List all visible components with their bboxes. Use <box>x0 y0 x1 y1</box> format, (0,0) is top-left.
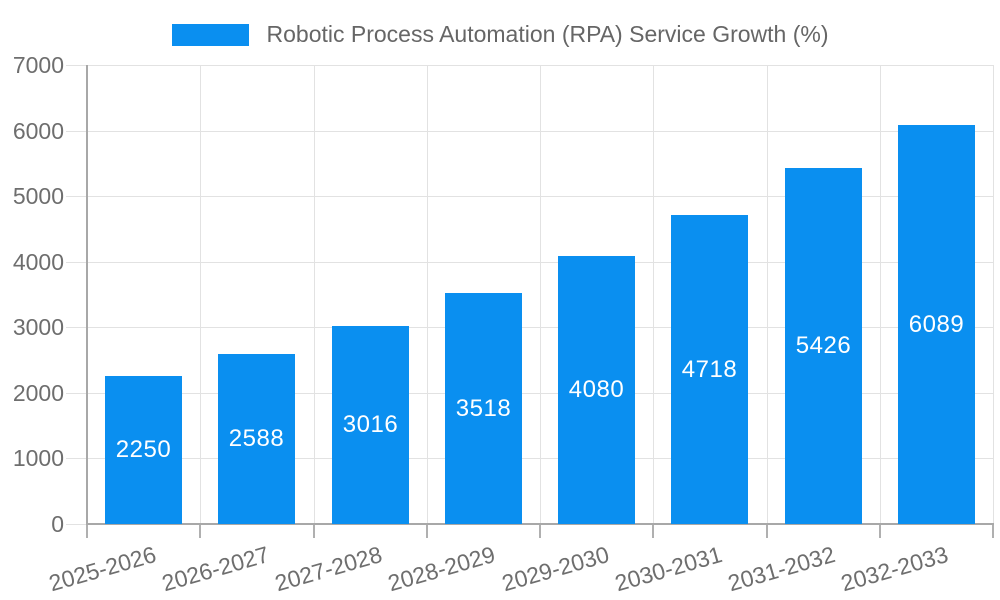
y-gridline <box>66 393 993 394</box>
bar-value-label: 6089 <box>908 310 965 338</box>
x-tick-mark <box>313 524 315 538</box>
legend-item[interactable]: Robotic Process Automation (RPA) Service… <box>171 21 829 48</box>
bar-value-label: 5426 <box>795 332 852 359</box>
bar[interactable]: 5426 <box>785 168 862 524</box>
x-gridline <box>653 65 654 524</box>
bar[interactable]: 3518 <box>445 293 522 524</box>
bar-value-label: 4080 <box>568 376 625 403</box>
y-tick-label: 3000 <box>12 314 64 340</box>
bar[interactable]: 2588 <box>218 354 295 524</box>
legend-swatch-icon <box>171 23 249 46</box>
x-tick-mark <box>199 524 201 538</box>
bar[interactable]: 3016 <box>332 326 409 524</box>
y-gridline <box>66 458 993 459</box>
x-tick-mark <box>426 524 428 538</box>
y-axis-line <box>86 65 88 524</box>
x-tick-mark <box>539 524 541 538</box>
x-tick-mark <box>766 524 768 538</box>
legend-label: Robotic Process Automation (RPA) Service… <box>266 21 829 47</box>
bar-value-label: 3016 <box>342 411 399 438</box>
y-tick-label: 7000 <box>12 52 64 78</box>
y-tick-label: 1000 <box>12 445 64 471</box>
y-gridline <box>66 196 993 197</box>
x-gridline <box>767 65 768 524</box>
x-tick-mark <box>86 524 88 538</box>
x-gridline <box>427 65 428 524</box>
x-gridline <box>880 65 881 524</box>
bar-value-label: 3518 <box>455 394 512 422</box>
x-gridline <box>314 65 315 524</box>
y-gridline <box>66 327 993 328</box>
x-tick-mark <box>652 524 654 538</box>
y-tick-label: 5000 <box>12 183 64 209</box>
bar-value-label: 2588 <box>228 425 285 452</box>
y-gridline <box>66 262 993 263</box>
y-tick-label: 6000 <box>12 118 64 144</box>
legend: Robotic Process Automation (RPA) Service… <box>0 21 1000 48</box>
y-tick-label: 0 <box>51 511 64 537</box>
y-tick-label: 2000 <box>12 380 64 406</box>
bar-value-label: 4718 <box>681 355 738 383</box>
bar[interactable]: 4080 <box>558 256 635 524</box>
bar[interactable]: 4718 <box>671 215 748 524</box>
bar[interactable]: 6089 <box>898 125 975 524</box>
x-tick-mark <box>992 524 994 538</box>
y-gridline <box>66 131 993 132</box>
x-axis-line <box>86 523 994 525</box>
bar[interactable]: 2250 <box>105 376 182 524</box>
x-tick-mark <box>879 524 881 538</box>
x-gridline <box>540 65 541 524</box>
y-gridline <box>66 65 993 66</box>
y-tick-label: 4000 <box>12 249 64 275</box>
x-gridline <box>200 65 201 524</box>
x-gridline <box>993 65 994 524</box>
bar-value-label: 2250 <box>115 436 172 463</box>
